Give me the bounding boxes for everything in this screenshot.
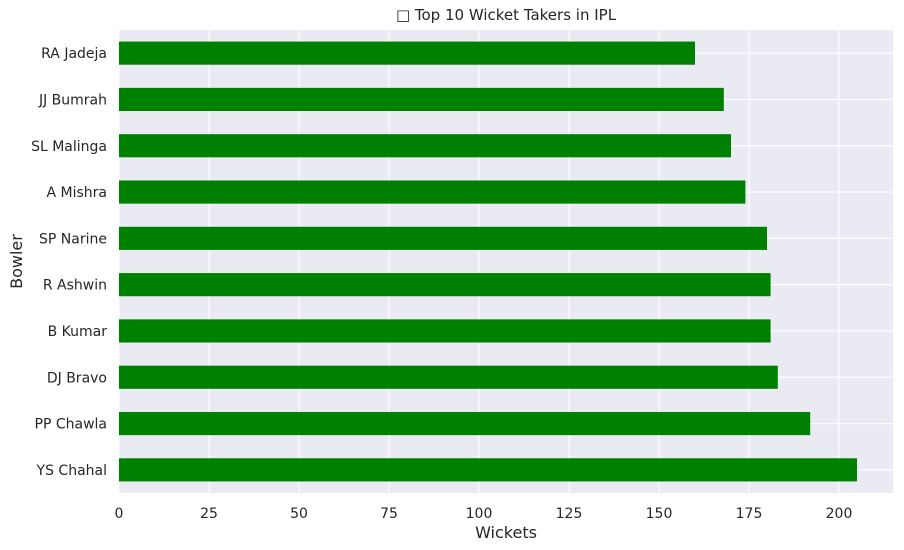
bar-sp-narine	[119, 226, 767, 250]
bar-dj-bravo	[119, 365, 778, 389]
y-tick-labels: RA Jadeja JJ Bumrah SL Malinga A Mishra SP N…	[31, 46, 107, 479]
bar-r-ashwin	[119, 273, 771, 297]
x-tick-label: 125	[556, 506, 583, 522]
x-tick-label: 100	[466, 506, 493, 522]
chart-title: □ Top 10 Wicket Takers in IPL	[396, 6, 617, 24]
x-tick-labels: 0 25 50 75 100 125 150 175 200	[115, 506, 853, 522]
x-tick-label: 50	[290, 506, 308, 522]
bars	[119, 41, 857, 482]
x-tick-label: 0	[115, 506, 124, 522]
x-tick-label: 25	[200, 506, 218, 522]
y-tick-label: A Mishra	[47, 185, 108, 201]
bar-ys-chahal	[119, 458, 857, 482]
y-tick-label: SP Narine	[39, 231, 107, 247]
y-tick-label: RA Jadeja	[41, 46, 107, 62]
bar-pp-chawla	[119, 411, 811, 436]
y-tick-label: B Kumar	[48, 324, 108, 340]
y-axis-label: Bowler	[7, 234, 26, 289]
y-tick-label: YS Chahal	[36, 463, 107, 479]
bar-ra-jadeja	[119, 41, 695, 65]
x-tick-label: 75	[380, 506, 398, 522]
bar-b-kumar	[119, 319, 771, 343]
x-tick-label: 200	[826, 506, 853, 522]
y-tick-label: DJ Bravo	[47, 370, 107, 386]
x-tick-label: 150	[646, 506, 673, 522]
x-tick-label: 175	[736, 506, 763, 522]
x-axis-label: Wickets	[475, 523, 537, 542]
bar-a-mishra	[119, 180, 746, 204]
y-tick-label: R Ashwin	[43, 278, 107, 294]
y-tick-label: PP Chawla	[35, 417, 107, 433]
y-tick-label: SL Malinga	[31, 139, 107, 155]
bar-sl-malinga	[119, 134, 731, 158]
y-tick-label: JJ Bumrah	[38, 92, 107, 108]
bar-jj-bumrah	[119, 87, 724, 112]
